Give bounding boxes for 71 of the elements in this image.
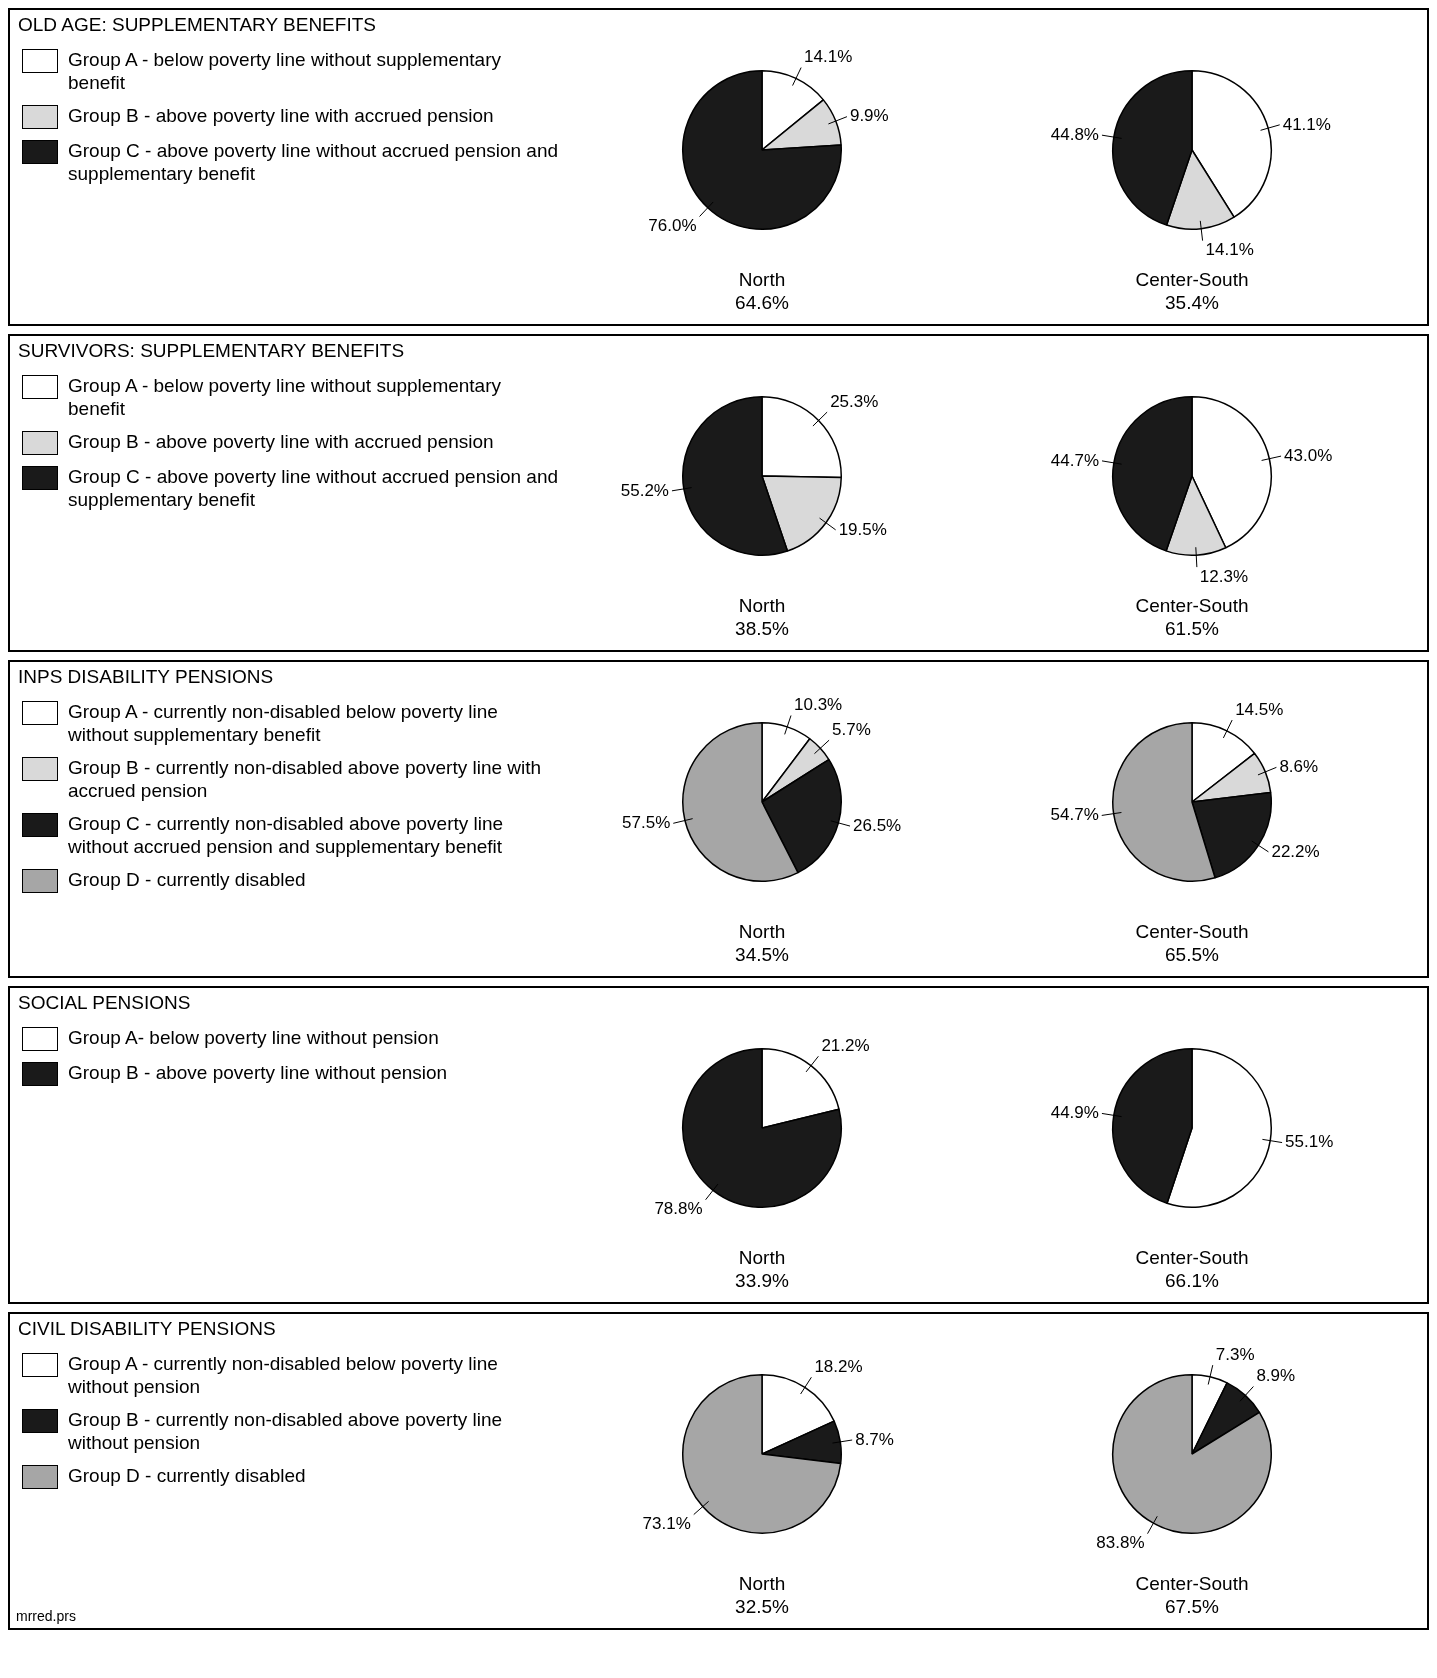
- data-label: 19.5%: [838, 519, 887, 539]
- data-label: 5.7%: [832, 719, 871, 739]
- data-label: 54.7%: [1050, 805, 1099, 825]
- text: North: [737, 1246, 787, 1269]
- text: 32.5%: [735, 1595, 789, 1618]
- legend-label: Group A - below poverty line without supplementary benefit: [68, 48, 502, 94]
- text: North: [737, 594, 787, 617]
- text: Center-South: [1135, 1572, 1249, 1595]
- data-label: 44.7%: [1050, 450, 1100, 470]
- legend-label: Group A - below poverty line without supplementary benefit: [68, 374, 502, 420]
- data-label: 78.8%: [654, 1199, 703, 1219]
- legend-label: Group C - above poverty line without accrued pension and supplementary benefit: [68, 139, 560, 185]
- legend-label: Group B - above poverty line without pension: [68, 1061, 448, 1084]
- legend-label: Group C - currently non-disabled above poverty line without accrued pension and supplementary benefit: [68, 812, 505, 858]
- data-label: 44.9%: [1050, 1103, 1099, 1123]
- text: 64.6%: [735, 291, 789, 314]
- text: 67.5%: [1164, 1595, 1220, 1618]
- text: 38.5%: [735, 617, 789, 640]
- text: 33.9%: [735, 1269, 789, 1292]
- legend-label: Group B - currently non-disabled above poverty line with accrued pension: [68, 756, 543, 802]
- data-label: 26.5%: [853, 815, 902, 835]
- text: Center-South: [1135, 920, 1249, 943]
- text: North: [737, 920, 787, 943]
- chart-title: CIVIL DISABILITY PENSIONS: [18, 1318, 276, 1340]
- data-label: 14.1%: [1205, 240, 1254, 260]
- chart-title: OLD AGE: SUPPLEMENTARY BENEFITS: [18, 14, 376, 36]
- legend-label: Group D - currently disabled: [68, 868, 306, 891]
- text: North: [737, 1572, 787, 1595]
- legend-label: Group D - currently disabled: [68, 1464, 306, 1487]
- data-label: 73.1%: [642, 1514, 691, 1534]
- legend-label: Group A- below poverty line without pension: [68, 1026, 439, 1049]
- data-label: 41.1%: [1282, 114, 1331, 134]
- data-label: 12.3%: [1199, 566, 1249, 586]
- data-label: 43.0%: [1284, 445, 1333, 465]
- text: Center-South: [1135, 1246, 1249, 1269]
- legend-label: Group A - currently non-disabled below poverty line without pension: [68, 1352, 499, 1398]
- chart-title: SOCIAL PENSIONS: [18, 992, 191, 1014]
- data-label: 55.2%: [620, 480, 669, 500]
- text: 35.4%: [1164, 291, 1220, 314]
- data-label: 76.0%: [648, 216, 697, 236]
- data-label: 57.5%: [622, 812, 671, 832]
- data-label: 25.3%: [830, 391, 879, 411]
- legend-label: Group B - above poverty line with accrued pension: [68, 430, 494, 453]
- chart-title: SURVIVORS: SUPPLEMENTARY BENEFITS: [18, 340, 405, 362]
- data-label: 21.2%: [821, 1035, 870, 1055]
- legend-label: Group A - currently non-disabled below poverty line without supplementary benefit: [68, 700, 499, 746]
- data-label: 14.5%: [1235, 699, 1284, 719]
- legend-label: Group B - currently non-disabled above poverty line without pension: [68, 1408, 504, 1454]
- text: 65.5%: [1164, 943, 1220, 966]
- data-label: 7.3%: [1215, 1344, 1255, 1364]
- text: 66.1%: [1164, 1269, 1220, 1292]
- text: mrred.prs: [16, 1608, 76, 1624]
- legend-label: Group B - above poverty line with accrued pension: [68, 104, 494, 127]
- text: 34.5%: [735, 943, 789, 966]
- text: North: [737, 268, 787, 291]
- data-label: 83.8%: [1096, 1533, 1145, 1553]
- text: Center-South: [1135, 594, 1249, 617]
- data-label: 22.2%: [1271, 841, 1320, 861]
- legend-label: Group C - above poverty line without accrued pension and supplementary benefit: [68, 465, 560, 511]
- data-label: 8.7%: [855, 1429, 894, 1449]
- data-label: 9.9%: [849, 106, 889, 126]
- data-label: 8.9%: [1256, 1366, 1296, 1386]
- data-label: 55.1%: [1285, 1132, 1334, 1152]
- data-label: 18.2%: [814, 1356, 863, 1376]
- data-label: 8.6%: [1279, 757, 1319, 777]
- chart-title: INPS DISABILITY PENSIONS: [18, 666, 274, 688]
- text: 61.5%: [1164, 617, 1220, 640]
- data-label: 14.1%: [804, 47, 853, 67]
- data-label: 10.3%: [794, 695, 843, 715]
- text: Center-South: [1135, 268, 1249, 291]
- data-label: 44.8%: [1050, 124, 1099, 144]
